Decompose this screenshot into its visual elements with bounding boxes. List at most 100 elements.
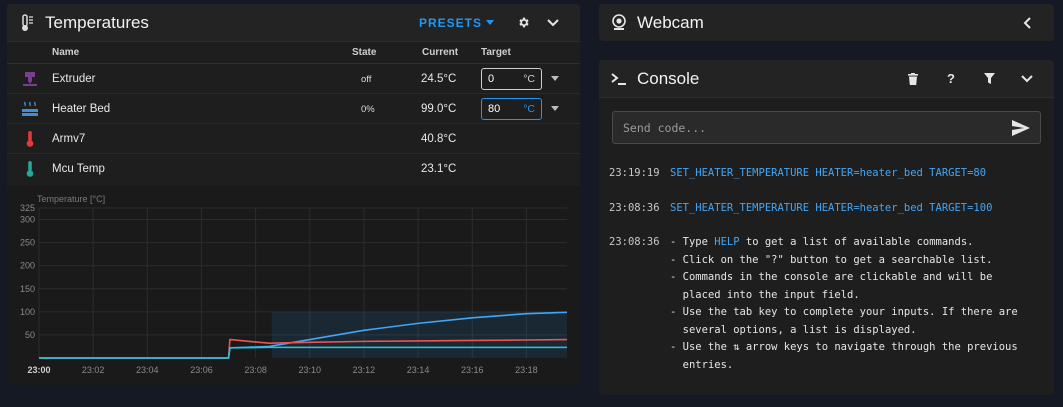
filter-icon — [983, 73, 995, 84]
help-prefix: - Type — [670, 236, 715, 248]
col-state: State — [352, 47, 377, 58]
thermometer-icon — [26, 161, 34, 177]
question-icon: ? — [947, 71, 955, 86]
col-target: Target — [481, 47, 511, 58]
x-tick-label: 23:10 — [299, 365, 322, 375]
y-tick-label: 50 — [25, 330, 35, 340]
entry-timestamp: 23:19:19 — [609, 167, 660, 179]
sensor-state: 0% — [361, 104, 375, 115]
x-tick-label: 23:00 — [27, 365, 50, 375]
caret-down-icon — [486, 20, 494, 25]
target-value: 0 — [488, 73, 495, 85]
heater-bed-icon — [22, 101, 38, 116]
presets-button[interactable]: PRESETS — [419, 16, 494, 30]
y-tick-label: 325 — [20, 203, 35, 213]
y-tick-label: 300 — [20, 215, 35, 225]
entry-timestamp: 23:08:36 — [609, 201, 660, 214]
webcam-title: Webcam — [637, 12, 704, 32]
extruder-icon — [23, 72, 37, 86]
sensor-current: 24.5°C — [421, 73, 457, 85]
table-row: Armv7 40.8°C — [7, 124, 580, 154]
send-code-field[interactable] — [612, 111, 1041, 144]
entry-command[interactable]: SET_HEATER_TEMPERATURE HEATER=heater_bed… — [670, 201, 993, 214]
chevron-down-icon — [547, 18, 559, 26]
heater-bed-target-dropdown[interactable] — [551, 106, 559, 111]
x-tick-label: 23:16 — [461, 365, 484, 375]
x-tick-label: 23:04 — [136, 365, 159, 375]
console-log: 23:19:19 SET_HEATER_TEMPERATURE HEATER=h… — [609, 165, 1049, 391]
help-button[interactable]: ? — [936, 64, 966, 94]
target-value: 80 — [488, 103, 501, 115]
sensor-name: Mcu Temp — [52, 163, 105, 175]
table-header: Name State Current Target — [7, 42, 580, 64]
entry-command[interactable]: SET_HEATER_TEMPERATURE HEATER=heater_bed… — [670, 167, 987, 179]
webcam-panel: Webcam — [599, 4, 1054, 41]
temperature-chart[interactable]: Temperature [°C] 50 100 150 200 250 300 325 23:0… — [7, 186, 580, 386]
temperatures-panel: Temperatures PRESETS Name State Current … — [7, 4, 580, 386]
sensor-name: Extruder — [52, 73, 96, 85]
sensor-state: off — [361, 74, 372, 85]
presets-label: PRESETS — [418, 15, 482, 30]
console-panel: Console ? — [599, 60, 1054, 395]
filter-button[interactable] — [974, 64, 1004, 94]
thermometer-lines-icon — [19, 13, 35, 32]
help-line: - Commands in the console are clickable … — [670, 271, 993, 301]
collapse-console-button[interactable] — [1012, 64, 1042, 94]
target-unit: °C — [523, 103, 535, 115]
extruder-target-dropdown[interactable] — [551, 76, 559, 81]
send-code-input[interactable] — [623, 120, 1012, 135]
target-band — [271, 311, 567, 358]
temperature-table: Name State Current Target Extruder off 2… — [7, 42, 580, 184]
chevron-left-icon — [1023, 16, 1031, 29]
series-line — [39, 346, 567, 359]
sensor-current: 99.0°C — [421, 103, 457, 115]
sensor-name: Armv7 — [52, 133, 86, 145]
temperature-chart-svg: Temperature [°C] 50 100 150 200 250 300 325 23:0… — [20, 194, 568, 375]
help-line: - Click on the "?" button to get a searc… — [670, 253, 993, 266]
y-axis-label: Temperature [°C] — [37, 194, 105, 204]
help-command[interactable]: HELP — [714, 236, 740, 248]
send-icon — [1012, 119, 1030, 136]
col-current: Current — [422, 47, 459, 58]
entry-message: - Type HELP to get a list of available c… — [670, 234, 1018, 374]
trash-icon — [908, 72, 918, 85]
y-tick-label: 150 — [20, 284, 35, 294]
console-title: Console — [637, 68, 700, 88]
clear-console-button[interactable] — [898, 64, 928, 94]
x-tick-label: 23:08 — [244, 365, 267, 375]
entry-timestamp: 23:08:36 — [609, 236, 660, 248]
extruder-target-input[interactable]: 0 °C — [481, 68, 542, 90]
temperatures-header: Temperatures PRESETS — [7, 4, 580, 42]
x-tick-label: 23:18 — [515, 365, 538, 375]
y-tick-label: 250 — [20, 238, 35, 248]
y-tick-label: 200 — [20, 261, 35, 271]
console-prompt-icon — [611, 72, 627, 86]
temperatures-title: Temperatures — [45, 12, 149, 32]
target-unit: °C — [523, 73, 535, 85]
console-entry: 23:19:19 SET_HEATER_TEMPERATURE HEATER=h… — [609, 165, 1049, 183]
collapse-button[interactable] — [538, 8, 568, 38]
heater-bed-target-input[interactable]: 80 °C — [481, 98, 542, 120]
expand-webcam-button[interactable] — [1012, 8, 1042, 38]
chevron-down-icon — [1021, 74, 1033, 82]
thermometer-icon — [26, 131, 34, 147]
help-line: - Use the tab key to complete your input… — [670, 306, 1018, 336]
webcam-icon — [611, 14, 627, 31]
table-row: Mcu Temp 23.1°C — [7, 154, 580, 184]
x-tick-label: 23:06 — [190, 365, 213, 375]
gear-icon — [518, 17, 529, 28]
help-line: - Use the ⇅ arrow keys to navigate throu… — [670, 341, 1018, 371]
x-tick-label: 23:02 — [82, 365, 105, 375]
send-button[interactable] — [1012, 119, 1030, 136]
x-tick-label: 23:12 — [353, 365, 376, 375]
x-tick-label: 23:14 — [407, 365, 430, 375]
sensor-name: Heater Bed — [52, 103, 111, 115]
y-tick-label: 100 — [20, 307, 35, 317]
settings-button[interactable] — [508, 8, 538, 38]
col-name: Name — [52, 47, 80, 58]
console-entry: 23:08:36 - Type HELP to get a list of av… — [609, 234, 1049, 374]
console-entry: 23:08:36 SET_HEATER_TEMPERATURE HEATER=h… — [609, 200, 1049, 218]
sensor-current: 23.1°C — [421, 163, 457, 175]
sensor-current: 40.8°C — [421, 133, 457, 145]
help-suffix: to get a list of available commands. — [739, 236, 974, 248]
